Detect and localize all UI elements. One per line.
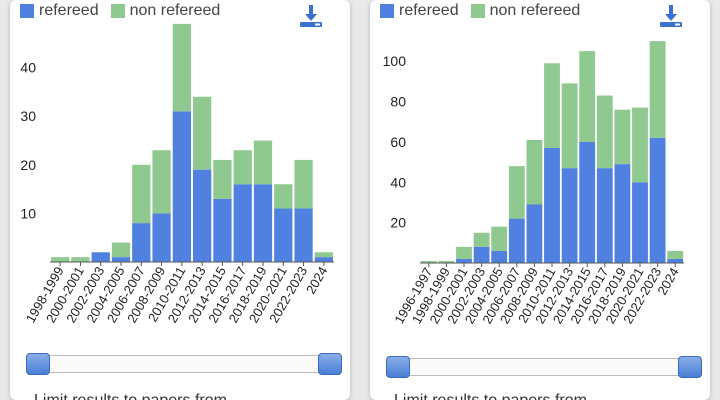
bar-refereed[interactable] [132,223,151,262]
bar-refereed[interactable] [649,137,666,263]
download-icon[interactable] [298,4,324,28]
bar-refereed[interactable] [473,246,490,263]
bar-refereed[interactable] [233,184,252,262]
bar-refereed[interactable] [253,184,273,262]
bar-non-refereed[interactable] [526,139,543,205]
bar-non-refereed[interactable] [561,83,578,169]
stacked-bar-chart: 204060801001996-19971998-19992000-200120… [383,41,684,326]
bar-non-refereed[interactable] [314,252,333,258]
bar-refereed[interactable] [491,250,508,263]
bar-non-refereed[interactable] [632,107,648,183]
footer-text: Limit results to papers from [34,392,227,400]
bar-refereed[interactable] [294,208,313,262]
bar-non-refereed[interactable] [213,159,232,199]
bar-non-refereed[interactable] [438,260,455,263]
right-chart-panel: refereed non refereed 20 40 60 80 100 1996-19… [370,0,710,400]
bar-refereed[interactable] [526,204,543,263]
legend-label-non-refereed: non refereed [129,2,221,19]
legend-item-non-refereed[interactable]: non refereed [110,2,221,20]
chart-legend: refereed non refereed [380,2,592,20]
bar-refereed[interactable] [596,168,613,263]
bar-non-refereed[interactable] [649,41,666,138]
bar-refereed[interactable] [667,258,684,263]
bar-refereed[interactable] [632,182,648,263]
bar-non-refereed[interactable] [420,260,437,263]
bar-non-refereed[interactable] [667,250,684,259]
date-range-slider[interactable] [388,358,700,376]
y-tick-label: 20 [20,157,36,173]
bar-refereed[interactable] [172,111,191,262]
legend-swatch-refereed [20,4,34,18]
bar-non-refereed[interactable] [132,164,151,224]
legend-swatch-non-refereed [470,4,485,18]
bar-refereed[interactable] [508,218,525,263]
bar-refereed[interactable] [561,168,578,263]
bar-refereed[interactable] [152,213,171,262]
left-chart-panel: refereed non refereed 10 20 30 40 1998-1999 2… [10,0,350,400]
legend-swatch-non-refereed [110,4,125,18]
bar-non-refereed[interactable] [579,51,596,142]
slider-handle-start[interactable] [386,356,410,378]
bar-non-refereed[interactable] [596,95,613,169]
legend-item-refereed[interactable]: refereed [20,2,99,20]
chart-legend: refereed non refereed [20,2,232,20]
slider-handle-end[interactable] [318,353,342,375]
bar-non-refereed[interactable] [456,246,472,259]
footer-text: Limit results to papers from [394,392,587,400]
legend-item-refereed[interactable]: refereed [380,2,459,20]
bar-refereed[interactable] [544,147,560,263]
y-tick-label: 30 [20,108,36,124]
y-tick-label: 20 [390,215,406,231]
bar-refereed[interactable] [193,169,212,262]
bar-refereed[interactable] [314,257,333,262]
y-tick-label: 60 [390,134,406,150]
bar-non-refereed[interactable] [193,96,212,170]
legend-label-non-refereed: non refereed [489,2,581,19]
stacked-bar-chart: 102030401998-19992000-20012002-20032004-… [20,23,334,325]
bar-non-refereed[interactable] [253,140,273,185]
y-tick-label: 40 [20,60,36,76]
x-tick-label: 2024 [303,264,330,297]
bar-refereed[interactable] [614,164,631,263]
bar-non-refereed[interactable] [508,166,525,219]
y-tick-label: 80 [390,94,406,110]
date-range-slider[interactable] [28,355,340,373]
legend-label-refereed: refereed [399,2,459,19]
download-icon[interactable] [658,4,684,28]
bar-non-refereed[interactable] [233,150,252,185]
legend-item-non-refereed[interactable]: non refereed [470,2,581,20]
bar-non-refereed[interactable] [491,226,508,251]
bar-refereed[interactable] [456,258,472,263]
bar-non-refereed[interactable] [544,63,560,148]
bar-non-refereed[interactable] [473,232,490,247]
y-tick-label: 40 [390,174,406,190]
bar-non-refereed[interactable] [71,257,90,262]
bar-non-refereed[interactable] [172,23,191,112]
bar-refereed[interactable] [213,198,232,262]
bar-refereed[interactable] [579,141,596,263]
legend-swatch-refereed [380,4,394,18]
slider-handle-start[interactable] [26,353,50,375]
bar-refereed[interactable] [111,257,131,262]
y-tick-label: 10 [20,205,36,221]
bar-non-refereed[interactable] [294,159,313,209]
bar-refereed[interactable] [91,252,110,262]
slider-handle-end[interactable] [678,356,702,378]
bar-non-refereed[interactable] [614,109,631,165]
bar-refereed[interactable] [274,208,293,262]
y-tick-label: 100 [383,53,407,69]
legend-label-refereed: refereed [39,2,99,19]
bar-non-refereed[interactable] [111,242,131,258]
bar-non-refereed[interactable] [152,150,171,214]
bar-non-refereed[interactable] [274,184,293,209]
bar-non-refereed[interactable] [51,257,70,262]
